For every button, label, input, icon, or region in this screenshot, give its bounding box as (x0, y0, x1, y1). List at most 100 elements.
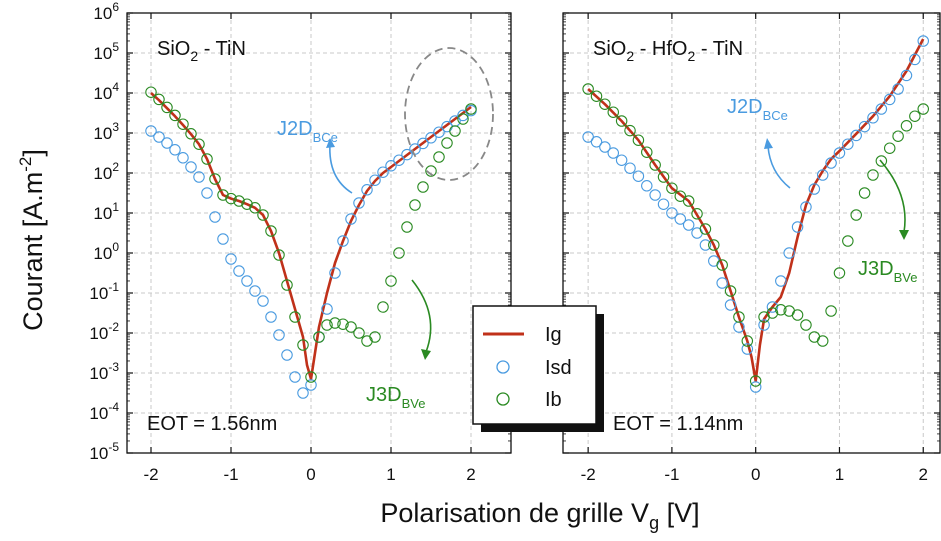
point-ib (457, 113, 469, 125)
point-isd (185, 161, 197, 173)
point-isd (305, 379, 317, 391)
point-ib (607, 106, 620, 118)
eot-label: EOT = 1.56nm (147, 413, 277, 435)
point-ib (417, 181, 429, 193)
x-tick-label: 0 (306, 465, 315, 484)
point-ib (329, 317, 341, 329)
point-isd (682, 219, 695, 231)
point-ib (691, 208, 703, 220)
point-ib (169, 109, 181, 122)
point-isd (649, 189, 661, 201)
point-ib (361, 335, 373, 347)
point-isd (607, 147, 620, 159)
point-ib (321, 319, 333, 331)
y-tick-label: 10-3 (89, 360, 119, 383)
x-tick-label: 0 (751, 465, 760, 484)
point-isd (883, 93, 896, 106)
point-isd (909, 53, 921, 66)
y-tick-label: 103 (93, 120, 119, 143)
point-ib (657, 171, 670, 183)
y-tick-label: 106 (93, 0, 119, 23)
legend-marker-isd (496, 360, 510, 374)
y-axis-title: Courant [A.m-2] (16, 149, 48, 331)
point-isd (289, 371, 301, 383)
y-tick-label: 101 (93, 200, 119, 223)
point-isd (775, 275, 787, 287)
series-ig-line (587, 38, 925, 383)
legend-label-ib: Ib (545, 389, 562, 411)
point-isd (265, 311, 277, 323)
point-ib (441, 137, 453, 149)
point-ib (909, 110, 921, 122)
x-axis-title-end: [V] (659, 498, 700, 528)
point-isd (337, 235, 349, 247)
point-isd (329, 267, 341, 279)
plot-frame (126, 12, 512, 454)
point-isd (582, 131, 594, 143)
point-isd (590, 136, 603, 148)
annotation-j2d: J2DBCe (727, 96, 788, 123)
point-isd (401, 148, 413, 161)
y-tick-label: 100 (93, 240, 119, 263)
point-ib (632, 134, 645, 146)
point-ib (641, 146, 653, 158)
series-ig-line (150, 92, 472, 381)
point-isd (724, 299, 737, 311)
point-isd (867, 112, 879, 124)
arrow-j3d (411, 279, 432, 353)
point-isd (741, 343, 754, 355)
arrow-j3d (879, 159, 906, 233)
point-ib (833, 267, 846, 279)
point-isd (177, 152, 189, 164)
point-ib (875, 155, 888, 167)
x-axis-title: Polarisation de grille Vg [V] (380, 498, 699, 533)
point-ib (401, 221, 413, 233)
point-isd (758, 319, 770, 331)
point-isd (225, 253, 237, 265)
x-tick-label: -1 (664, 465, 679, 484)
point-isd (297, 387, 309, 399)
point-ib (145, 86, 157, 98)
point-ib (682, 195, 695, 207)
point-isd (361, 184, 373, 196)
point-ib (289, 311, 301, 323)
annotation-j3d: J3DBVe (858, 258, 917, 285)
point-isd (169, 144, 181, 156)
point-ib (217, 189, 229, 201)
point-ib (749, 375, 762, 387)
legend-box (472, 305, 597, 425)
point-ib (699, 223, 712, 235)
panel-1: -2 -1 0 1 2 10-5 10-4 10-3 10-2 10-1 100 101 102 103 1… (89, 0, 512, 484)
point-ib (624, 124, 636, 137)
point-ib (892, 130, 904, 142)
point-isd (249, 285, 261, 297)
legend-label-isd: Isd (545, 357, 572, 379)
point-isd (273, 329, 285, 341)
point-ib (842, 235, 854, 247)
point-isd (425, 132, 437, 144)
point-ib (249, 202, 261, 214)
point-ib (900, 120, 913, 132)
x-axis-title-sub: g (649, 513, 659, 533)
point-isd (353, 197, 365, 209)
x-tick-label: 2 (466, 465, 475, 484)
x-tick-label: -2 (581, 465, 596, 484)
point-ib (409, 199, 421, 211)
point-ib (385, 275, 397, 287)
point-isd (233, 265, 245, 277)
point-isd (385, 160, 397, 172)
point-ib (741, 335, 754, 347)
point-ib (766, 307, 779, 319)
point-ib (201, 153, 213, 165)
point-ib (465, 103, 477, 115)
point-isd (850, 129, 862, 142)
point-ib (313, 331, 325, 343)
point-ib (775, 304, 787, 316)
y-tick-label: 10-2 (89, 320, 119, 343)
point-ib (724, 285, 737, 297)
point-isd (417, 137, 429, 150)
point-ib (791, 309, 804, 321)
point-ib (615, 115, 628, 127)
point-isd (900, 69, 913, 82)
